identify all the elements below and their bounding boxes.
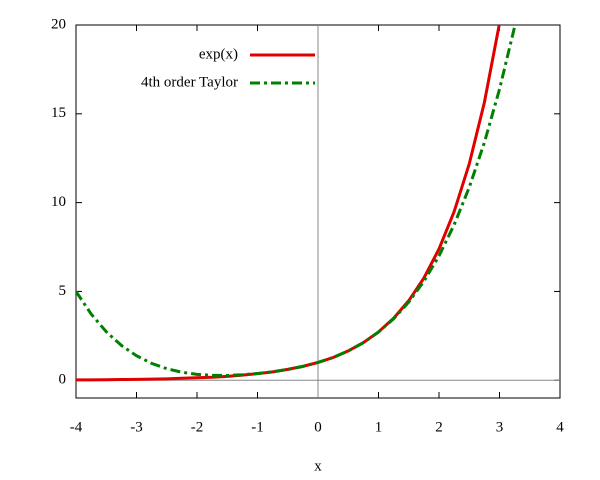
legend-label: exp(x) [199,46,238,62]
x-tick-label: 0 [314,419,322,435]
plot-area [76,25,517,382]
y-tick-label: 15 [51,105,66,121]
y-tick-label: 10 [51,194,66,210]
x-tick-label: 4 [556,419,564,435]
y-tick-label: 20 [51,16,66,32]
y-tick-label: 0 [59,372,67,388]
x-tick-label: -3 [130,419,143,435]
x-tick-label: 2 [435,419,443,435]
x-tick-label: -2 [191,419,204,435]
series-line [76,25,501,382]
x-tick-label: -4 [70,419,83,435]
x-tick-label: 1 [375,419,383,435]
y-tick-label: 5 [59,283,67,299]
x-tick-label: -1 [251,419,264,435]
series-line [76,25,517,377]
x-tick-label: 3 [496,419,504,435]
legend-label: 4th order Taylor [141,74,238,90]
x-axis-label: x [314,458,322,474]
